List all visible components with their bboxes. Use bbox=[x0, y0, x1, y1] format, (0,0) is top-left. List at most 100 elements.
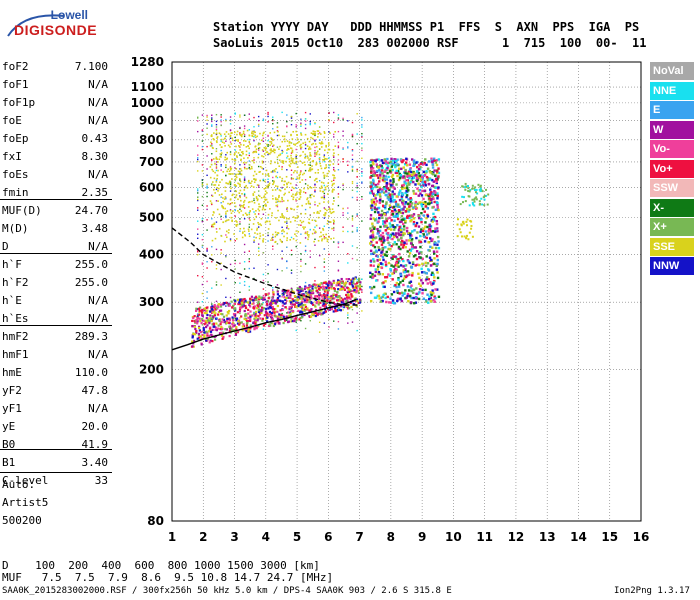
echo-point bbox=[220, 268, 222, 271]
echo-point bbox=[243, 284, 246, 286]
echo-point bbox=[324, 167, 327, 169]
echo-point bbox=[325, 145, 327, 148]
echo-point bbox=[413, 229, 416, 232]
echo-point bbox=[283, 217, 285, 219]
echo-point bbox=[257, 223, 260, 226]
echo-point bbox=[388, 274, 392, 277]
echo-point bbox=[296, 138, 299, 140]
echo-point bbox=[291, 186, 294, 189]
echo-point bbox=[211, 287, 213, 289]
echo-point bbox=[390, 301, 393, 304]
echo-point bbox=[428, 249, 431, 252]
echo-point bbox=[300, 221, 303, 224]
echo-point bbox=[233, 202, 236, 204]
echo-point bbox=[356, 247, 358, 249]
echo-point bbox=[254, 325, 258, 328]
echo-point bbox=[252, 174, 255, 177]
echo-point bbox=[408, 203, 412, 206]
echo-point bbox=[272, 236, 274, 239]
echo-point bbox=[267, 152, 270, 155]
echo-point bbox=[343, 304, 346, 307]
echo-point bbox=[383, 186, 386, 189]
echo-point bbox=[339, 305, 342, 308]
echo-point bbox=[207, 334, 211, 337]
echo-point bbox=[424, 288, 427, 292]
echo-point bbox=[421, 177, 424, 181]
echo-point bbox=[361, 168, 363, 170]
param-key: yE bbox=[2, 420, 16, 433]
x-tick-label: 14 bbox=[570, 530, 587, 544]
echo-point bbox=[299, 160, 302, 163]
echo-point bbox=[231, 322, 234, 326]
echo-point bbox=[215, 148, 218, 150]
echo-point bbox=[434, 191, 437, 194]
echo-point bbox=[377, 270, 381, 274]
echo-point bbox=[426, 207, 429, 210]
echo-point bbox=[332, 188, 334, 191]
echo-point bbox=[295, 160, 298, 163]
echo-point bbox=[418, 239, 421, 242]
echo-point bbox=[296, 171, 298, 173]
echo-point bbox=[249, 324, 252, 327]
echo-point bbox=[303, 228, 305, 230]
echo-point bbox=[356, 170, 358, 173]
echo-point bbox=[464, 188, 467, 191]
param-separator bbox=[0, 199, 112, 200]
echo-point bbox=[467, 187, 470, 190]
echo-point bbox=[342, 241, 344, 244]
echo-point bbox=[228, 170, 231, 173]
echo-point bbox=[436, 243, 439, 246]
echo-point bbox=[263, 195, 266, 197]
echo-point bbox=[397, 193, 401, 196]
echo-point bbox=[214, 312, 217, 315]
echo-point bbox=[370, 168, 373, 171]
echo-point bbox=[239, 185, 241, 188]
echo-point bbox=[198, 317, 201, 320]
echo-point bbox=[216, 174, 219, 177]
echo-point bbox=[410, 237, 414, 241]
echo-point bbox=[286, 222, 288, 224]
echo-point bbox=[200, 322, 203, 325]
echo-point bbox=[350, 293, 353, 296]
echo-point bbox=[220, 120, 222, 123]
echo-point bbox=[288, 217, 290, 220]
echo-point bbox=[278, 196, 280, 199]
echo-point bbox=[319, 301, 322, 304]
echo-point bbox=[475, 196, 478, 199]
echo-point bbox=[378, 234, 381, 238]
echo-point bbox=[432, 197, 435, 200]
echo-point bbox=[201, 148, 204, 151]
echo-point bbox=[270, 137, 273, 140]
echo-point bbox=[329, 299, 332, 302]
echo-point bbox=[274, 197, 277, 199]
echo-point bbox=[281, 152, 283, 154]
echo-point bbox=[287, 314, 291, 317]
echo-point bbox=[396, 158, 399, 161]
echo-point bbox=[421, 189, 424, 193]
echo-point bbox=[197, 192, 199, 194]
echo-point bbox=[243, 179, 246, 181]
echo-point bbox=[470, 220, 473, 223]
x-tick-label: 9 bbox=[418, 530, 426, 544]
echo-point bbox=[351, 158, 354, 161]
echo-point bbox=[408, 234, 412, 237]
echo-point bbox=[398, 198, 402, 202]
echo-point bbox=[415, 236, 418, 240]
echo-point bbox=[234, 314, 236, 316]
echo-point bbox=[239, 317, 241, 319]
echo-point bbox=[267, 139, 269, 142]
echo-point bbox=[257, 147, 260, 150]
echo-point bbox=[231, 137, 234, 140]
echo-point bbox=[351, 230, 354, 233]
echo-point bbox=[284, 188, 286, 191]
echo-point bbox=[248, 160, 251, 162]
echo-point bbox=[381, 179, 385, 182]
echo-point bbox=[258, 171, 261, 173]
param-value: N/A bbox=[88, 168, 108, 181]
echo-point bbox=[221, 327, 224, 330]
echo-point bbox=[392, 205, 396, 209]
echo-point bbox=[232, 193, 234, 196]
echo-point bbox=[375, 158, 378, 162]
echo-point bbox=[198, 310, 201, 314]
echo-point bbox=[424, 184, 427, 187]
